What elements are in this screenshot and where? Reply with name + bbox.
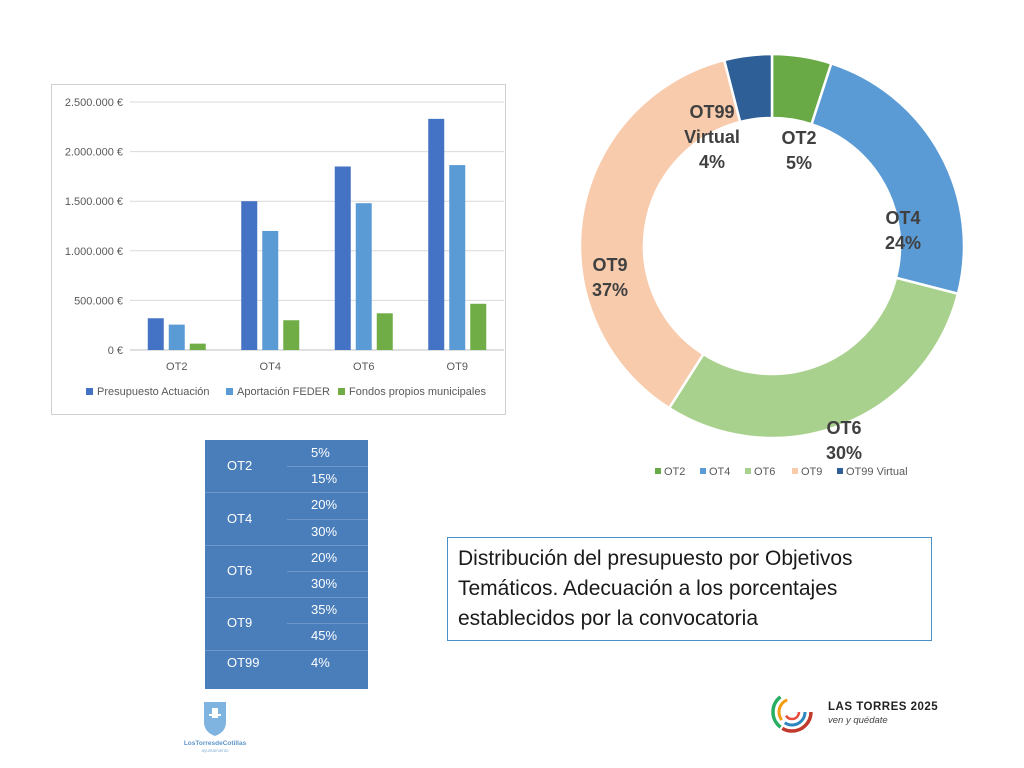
x-tick-label: OT2	[166, 361, 187, 373]
bar	[241, 201, 258, 350]
table-row-label: OT99	[227, 654, 260, 670]
group-divider	[205, 649, 368, 651]
row-divider	[287, 571, 368, 572]
legend-label: Fondos propios municipales	[349, 386, 486, 398]
brand-title: LAS TORRES 2025	[828, 701, 939, 713]
bar	[283, 320, 300, 350]
table-cell-value: 5%	[311, 445, 330, 460]
logo-left-text: LosTorresdeCotillas	[184, 740, 247, 747]
legend-swatch	[226, 388, 233, 395]
bar-chart-svg: 0 € 500.000 € 1.000.000 € 1.500.000 € 2.000.…	[65, 97, 504, 398]
table-row-label: OT9	[227, 615, 253, 631]
bar	[168, 324, 185, 350]
brand-subtitle: ven y quédate	[828, 715, 888, 726]
legend-label: OT4	[709, 466, 730, 478]
y-tick-label: 1.500.000 €	[65, 196, 123, 208]
legend-label: OT99 Virtual	[846, 466, 908, 478]
bar	[428, 118, 445, 350]
x-tick-label: OT9	[447, 361, 468, 373]
logo-left-sub: ayuntamiento	[201, 748, 229, 753]
y-tick-label: 1.000.000 €	[65, 246, 123, 258]
coat-of-arms-icon: LosTorresdeCotillas ayuntamiento	[184, 702, 247, 753]
table-row-label: OT2	[227, 458, 253, 474]
donut-slice	[809, 61, 966, 296]
table-cell-value: 20%	[311, 549, 338, 565]
x-tick-label: OT6	[353, 361, 374, 373]
donut-slice	[578, 58, 742, 410]
circular-brand-icon	[771, 691, 813, 733]
bar	[334, 166, 351, 350]
donut-data-label: OT4 24%	[885, 208, 921, 253]
donut-chart: OT2 5% OT4 24% OT6 30% OT9 37% OT99 Virtual 4% OT2 O…	[578, 52, 966, 478]
bar-chart: 0 € 500.000 € 1.000.000 € 1.500.000 € 2.000.…	[51, 84, 506, 415]
bar	[449, 165, 466, 350]
table-cell-value: 45%	[311, 628, 338, 644]
y-tick-label: 0 €	[108, 345, 123, 357]
donut-slice	[667, 276, 960, 440]
legend-swatch	[837, 468, 843, 474]
donut-data-label: OT99 Virtual 4%	[684, 102, 740, 172]
las-torres-2025-logo: LAS TORRES 2025 ven y quédate	[770, 690, 940, 734]
legend-label: OT2	[664, 466, 685, 478]
table-cell-value: 30%	[311, 576, 338, 591]
bar	[189, 343, 206, 350]
percentage-table: OT2 5% 15% OT4 20% 30% OT6 20% 30% OT9 35% 45% OT99 4…	[205, 440, 368, 689]
row-divider	[287, 466, 368, 468]
legend-label: OT9	[801, 466, 822, 478]
legend-swatch	[700, 468, 706, 474]
table-cell-value: 4%	[311, 654, 330, 670]
legend-swatch	[338, 388, 345, 395]
table-cell-value: 30%	[311, 523, 338, 539]
bar	[262, 230, 279, 350]
table-cell-value: 15%	[311, 471, 338, 487]
municipality-logo: LosTorresdeCotillas ayuntamiento	[170, 700, 260, 755]
row-divider	[287, 518, 368, 520]
bar	[147, 318, 164, 350]
legend-label: Presupuesto Actuación	[97, 386, 210, 398]
caption-box: Distribución del presupuesto por Objetiv…	[447, 537, 932, 641]
table-cell-value: 20%	[311, 497, 338, 513]
legend-swatch	[655, 468, 661, 474]
bar	[355, 203, 372, 350]
y-tick-label: 500.000 €	[74, 295, 123, 307]
group-divider	[205, 597, 368, 599]
group-divider	[205, 492, 368, 494]
y-tick-label: 2.000.000 €	[65, 147, 123, 159]
legend-swatch	[792, 468, 798, 474]
legend-label: Aportación FEDER	[237, 386, 330, 398]
table-cell-value: 35%	[311, 602, 338, 618]
legend-label: OT6	[754, 466, 775, 478]
legend-swatch	[745, 468, 751, 474]
group-divider	[205, 544, 368, 546]
donut-data-label: OT6 30%	[826, 418, 862, 463]
donut-slice	[722, 52, 774, 124]
donut-data-label: OT2 5%	[781, 128, 816, 173]
caption-text: Distribución del presupuesto por Objetiv…	[458, 547, 853, 630]
row-divider	[287, 623, 368, 625]
x-tick-label: OT4	[260, 361, 281, 373]
legend-swatch	[86, 388, 93, 395]
table-row-label: OT4	[227, 510, 253, 526]
table-row-label: OT6	[227, 563, 253, 578]
donut-data-label: OT9 37%	[592, 255, 628, 300]
bar	[376, 313, 393, 350]
bar	[470, 303, 487, 350]
y-tick-label: 2.500.000 €	[65, 97, 123, 109]
